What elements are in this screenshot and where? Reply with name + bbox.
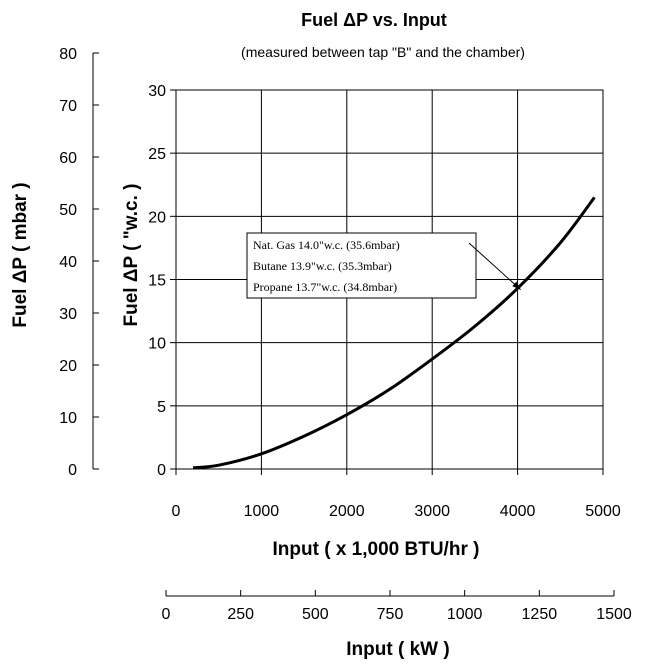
secondary-x-tick-label: 500	[302, 606, 329, 623]
secondary-x-tick-label: 1500	[596, 606, 632, 623]
series-line	[192, 196, 596, 470]
callout-line: Butane 13.9"w.c. (35.3mbar)	[253, 259, 392, 273]
x2-axis-title: Input ( kW )	[346, 639, 449, 660]
y-tick-label: 10	[148, 336, 166, 353]
chart-subtitle: (measured between tap "B" and the chambe…	[241, 44, 525, 60]
x-tick-label: 4000	[500, 503, 536, 520]
secondary-x-tick-label: 750	[377, 606, 404, 623]
callout-leader-line	[468, 242, 521, 290]
y-axis: 0 5 10 15 20 25 30	[148, 83, 176, 479]
callout-box	[246, 232, 477, 299]
x-tick-label: 3000	[414, 503, 450, 520]
y-tick-label: 0	[157, 462, 166, 479]
x-tick-label: 0	[172, 503, 181, 520]
secondary-x-axis: 0 250 500 750 1000 1250 1500	[162, 590, 632, 623]
chart-title: Fuel ΔP vs. Input	[301, 10, 447, 30]
y2-axis-title: Fuel ΔP ( mbar )	[10, 182, 31, 327]
y-tick-label: 20	[148, 209, 166, 226]
y-tick-label: 25	[148, 146, 166, 163]
secondary-y-tick-label: 40	[59, 254, 77, 271]
secondary-y-tick-label: 60	[59, 150, 77, 167]
secondary-y-tick-label: 20	[59, 358, 77, 375]
secondary-x-tick-label: 1250	[522, 606, 558, 623]
secondary-x-tick-label: 0	[162, 606, 171, 623]
x-axis: 0 1000 2000 3000 4000 5000	[172, 469, 621, 520]
secondary-y-tick-label: 70	[59, 98, 77, 115]
annotation-callout: Nat. Gas 14.0"w.c. (35.6mbar) Butane 13.9…	[246, 232, 521, 299]
x-tick-label: 2000	[329, 503, 365, 520]
x-tick-label: 1000	[244, 503, 280, 520]
secondary-y-tick-label: 10	[59, 410, 77, 427]
callout-line: Nat. Gas 14.0"w.c. (35.6mbar)	[253, 238, 400, 252]
arrow-icon	[512, 281, 521, 290]
y-tick-label: 15	[148, 273, 166, 290]
secondary-y-tick-label: 50	[59, 202, 77, 219]
y-tick-label: 5	[157, 399, 166, 416]
secondary-y-tick-label: 30	[59, 306, 77, 323]
x-tick-label: 5000	[585, 503, 621, 520]
secondary-y-tick-label: 80	[59, 46, 77, 63]
secondary-y-tick-label: 0	[68, 462, 77, 479]
y-tick-label: 30	[148, 83, 166, 100]
y-axis-title: Fuel ΔP ( "w.c. )	[121, 183, 142, 326]
secondary-x-tick-label: 1000	[447, 606, 483, 623]
secondary-x-tick-label: 250	[227, 606, 254, 623]
x-axis-title: Input ( x 1,000 BTU/hr )	[273, 539, 480, 560]
secondary-y-axis: 0 10 20 30 40 50 60 70 80	[59, 46, 99, 479]
callout-line: Propane 13.7"w.c. (34.8mbar)	[253, 280, 397, 294]
